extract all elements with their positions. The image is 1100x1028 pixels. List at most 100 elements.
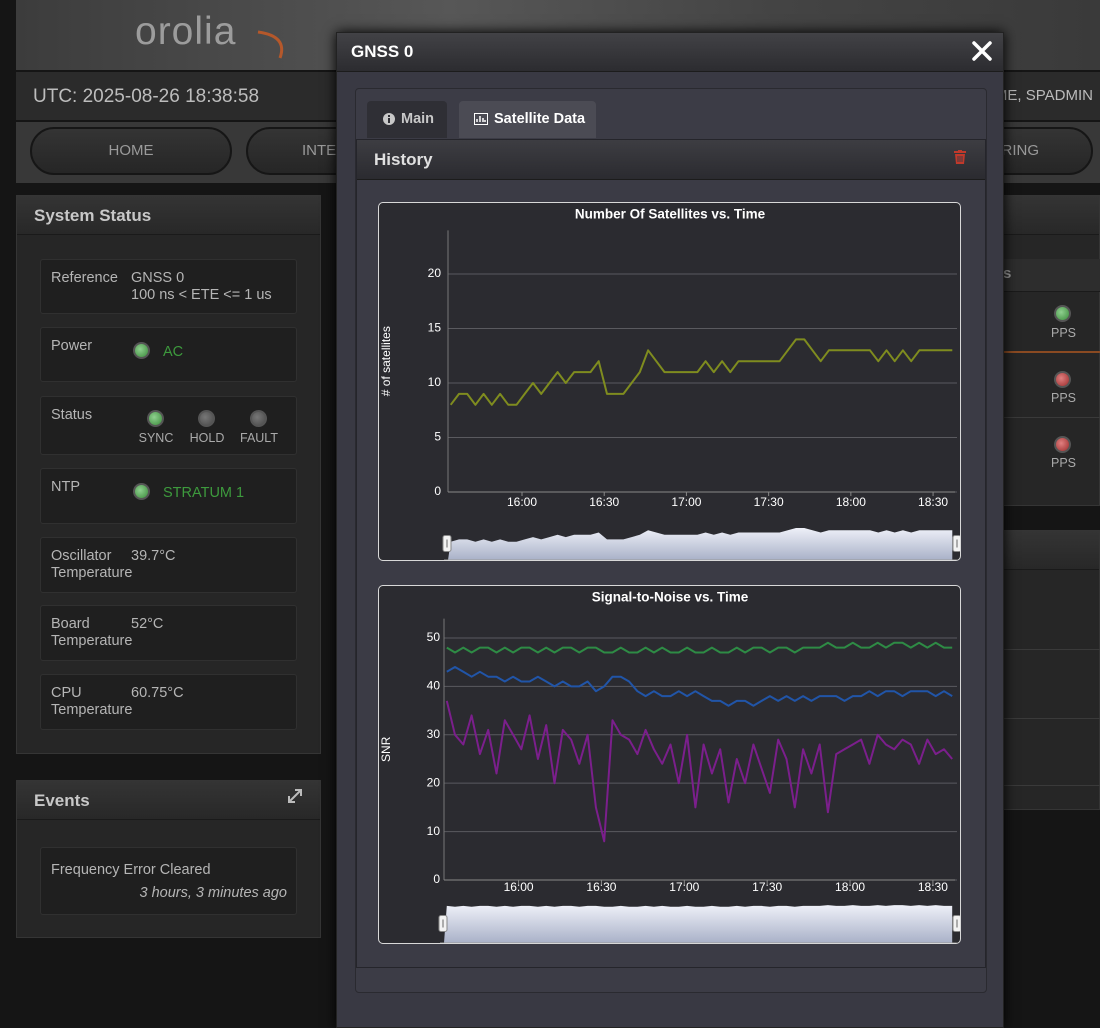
led-label: FAULT (240, 431, 278, 445)
panel-header: System Status (17, 196, 320, 235)
logo-swoosh (257, 30, 284, 59)
close-button[interactable] (971, 40, 993, 62)
right-panel (1000, 530, 1100, 810)
status-row: Power AC (40, 327, 297, 382)
data-line (446, 641, 953, 654)
panel-row (1001, 650, 1100, 719)
led-label: HOLD (189, 431, 225, 445)
expand-icon[interactable] (287, 788, 303, 804)
y-tick-label: 5 (434, 430, 441, 444)
status-row: Board Temperature 52°C (40, 605, 297, 661)
row-label: Power (51, 338, 93, 354)
pps-row: PPS (1001, 353, 1100, 418)
status-row: Oscillator Temperature 39.7°C (40, 537, 297, 593)
x-tick-label: 18:00 (835, 880, 865, 894)
pps-label: PPS (1051, 326, 1077, 340)
history-title: History (374, 150, 433, 169)
row-label: Reference (51, 270, 118, 286)
event-text: Frequency Error Cleared (51, 862, 211, 878)
row-label: Oscillator Temperature (51, 548, 133, 581)
x-tick-label: 17:00 (671, 495, 701, 509)
panel-row (1001, 595, 1100, 650)
row-value: GNSS 0 (131, 270, 185, 286)
row-label: NTP (51, 479, 80, 495)
x-tick-label: 17:30 (752, 880, 782, 894)
status-row: NTP STRATUM 1 (40, 468, 297, 524)
x-tick-label: 17:00 (669, 880, 699, 894)
row-value: 52°C (131, 616, 164, 632)
nav-button[interactable]: HOME (30, 127, 232, 175)
x-tick-label: 17:30 (754, 495, 784, 509)
panel-row (1001, 719, 1100, 786)
pps-row: PPS (1001, 418, 1100, 482)
x-tick-label: 16:00 (507, 495, 537, 509)
chart-svg: Number Of Satellites vs. Time # of satell… (379, 207, 960, 560)
row-value: 60.75°C (131, 685, 184, 701)
x-tick-label: 16:00 (504, 880, 534, 894)
row-label: Status (51, 407, 93, 423)
x-tick-label: 16:30 (586, 880, 616, 894)
event-item: Frequency Error Cleared 3 hours, 3 minut… (40, 847, 297, 915)
sub-header: s (1001, 259, 1100, 292)
utc-clock: UTC: 2025-08-26 18:38:58 (33, 86, 260, 107)
history-header: History (357, 140, 985, 180)
row-detail: 100 ns < ETE <= 1 us (131, 287, 272, 303)
info-icon (383, 113, 395, 125)
led (1054, 371, 1071, 388)
led-label: SYNC (138, 431, 174, 445)
logo: orolia (135, 10, 237, 53)
y-tick-label: 20 (428, 266, 442, 280)
panel-header: Events (17, 781, 320, 820)
system-status-panel: System Status Reference GNSS 0 100 ns < … (16, 195, 321, 754)
chart-icon (474, 113, 488, 125)
chart-snr: Signal-to-Noise vs. Time SNR 0 10 20 30 40 50 16… (378, 585, 961, 944)
tab[interactable]: Satellite Data (459, 101, 596, 138)
pps-row: PPS (1001, 291, 1100, 353)
y-tick-label: 50 (427, 630, 441, 644)
row-value: 39.7°C (131, 548, 176, 564)
right-panel: s PPS PPS PPS (1000, 195, 1100, 506)
x-tick-label: 18:30 (918, 880, 948, 894)
chart-satellites: Number Of Satellites vs. Time # of satell… (378, 202, 961, 561)
x-tick-label: 16:30 (589, 495, 619, 509)
panel-header (1001, 196, 1099, 235)
data-line (445, 700, 953, 843)
row-label: CPU Temperature (51, 685, 133, 718)
data-line (446, 666, 953, 707)
y-tick-label: 40 (427, 679, 441, 693)
navigator-area (444, 905, 953, 943)
panel-title: Events (34, 791, 90, 810)
row-value: AC (163, 344, 184, 360)
event-time: 3 hours, 3 minutes ago (139, 885, 287, 901)
pps-label: PPS (1051, 456, 1077, 470)
y-axis-label: SNR (379, 736, 393, 762)
led (133, 342, 150, 359)
x-tick-label: 18:30 (918, 495, 948, 509)
led (1054, 436, 1071, 453)
panel-header (1001, 531, 1099, 570)
navigator-area (448, 528, 953, 560)
y-axis-label: # of satellites (379, 326, 393, 396)
chart-svg: Signal-to-Noise vs. Time SNR 0 10 20 30 40 50 16… (379, 590, 960, 943)
led (198, 410, 215, 427)
data-line (449, 338, 953, 406)
y-tick-label: 30 (427, 727, 441, 741)
events-panel: Events Frequency Error Cleared 3 hours, … (16, 780, 321, 938)
led (133, 483, 150, 500)
panel-title: System Status (34, 206, 152, 225)
user-name: ME, SPADMIN (994, 87, 1093, 104)
row-value: STRATUM 1 (163, 485, 245, 501)
row-label: Board Temperature (51, 616, 133, 649)
tab[interactable]: Main (367, 101, 447, 138)
y-tick-label: 0 (434, 484, 441, 498)
led (1054, 305, 1071, 322)
y-tick-label: 0 (433, 872, 440, 886)
modal-header: GNSS 0 (337, 33, 1003, 72)
delete-icon[interactable] (954, 150, 966, 164)
led (250, 410, 267, 427)
y-tick-label: 10 (427, 824, 441, 838)
status-row: Reference GNSS 0 100 ns < ETE <= 1 us (40, 259, 297, 314)
x-tick-label: 18:00 (836, 495, 866, 509)
